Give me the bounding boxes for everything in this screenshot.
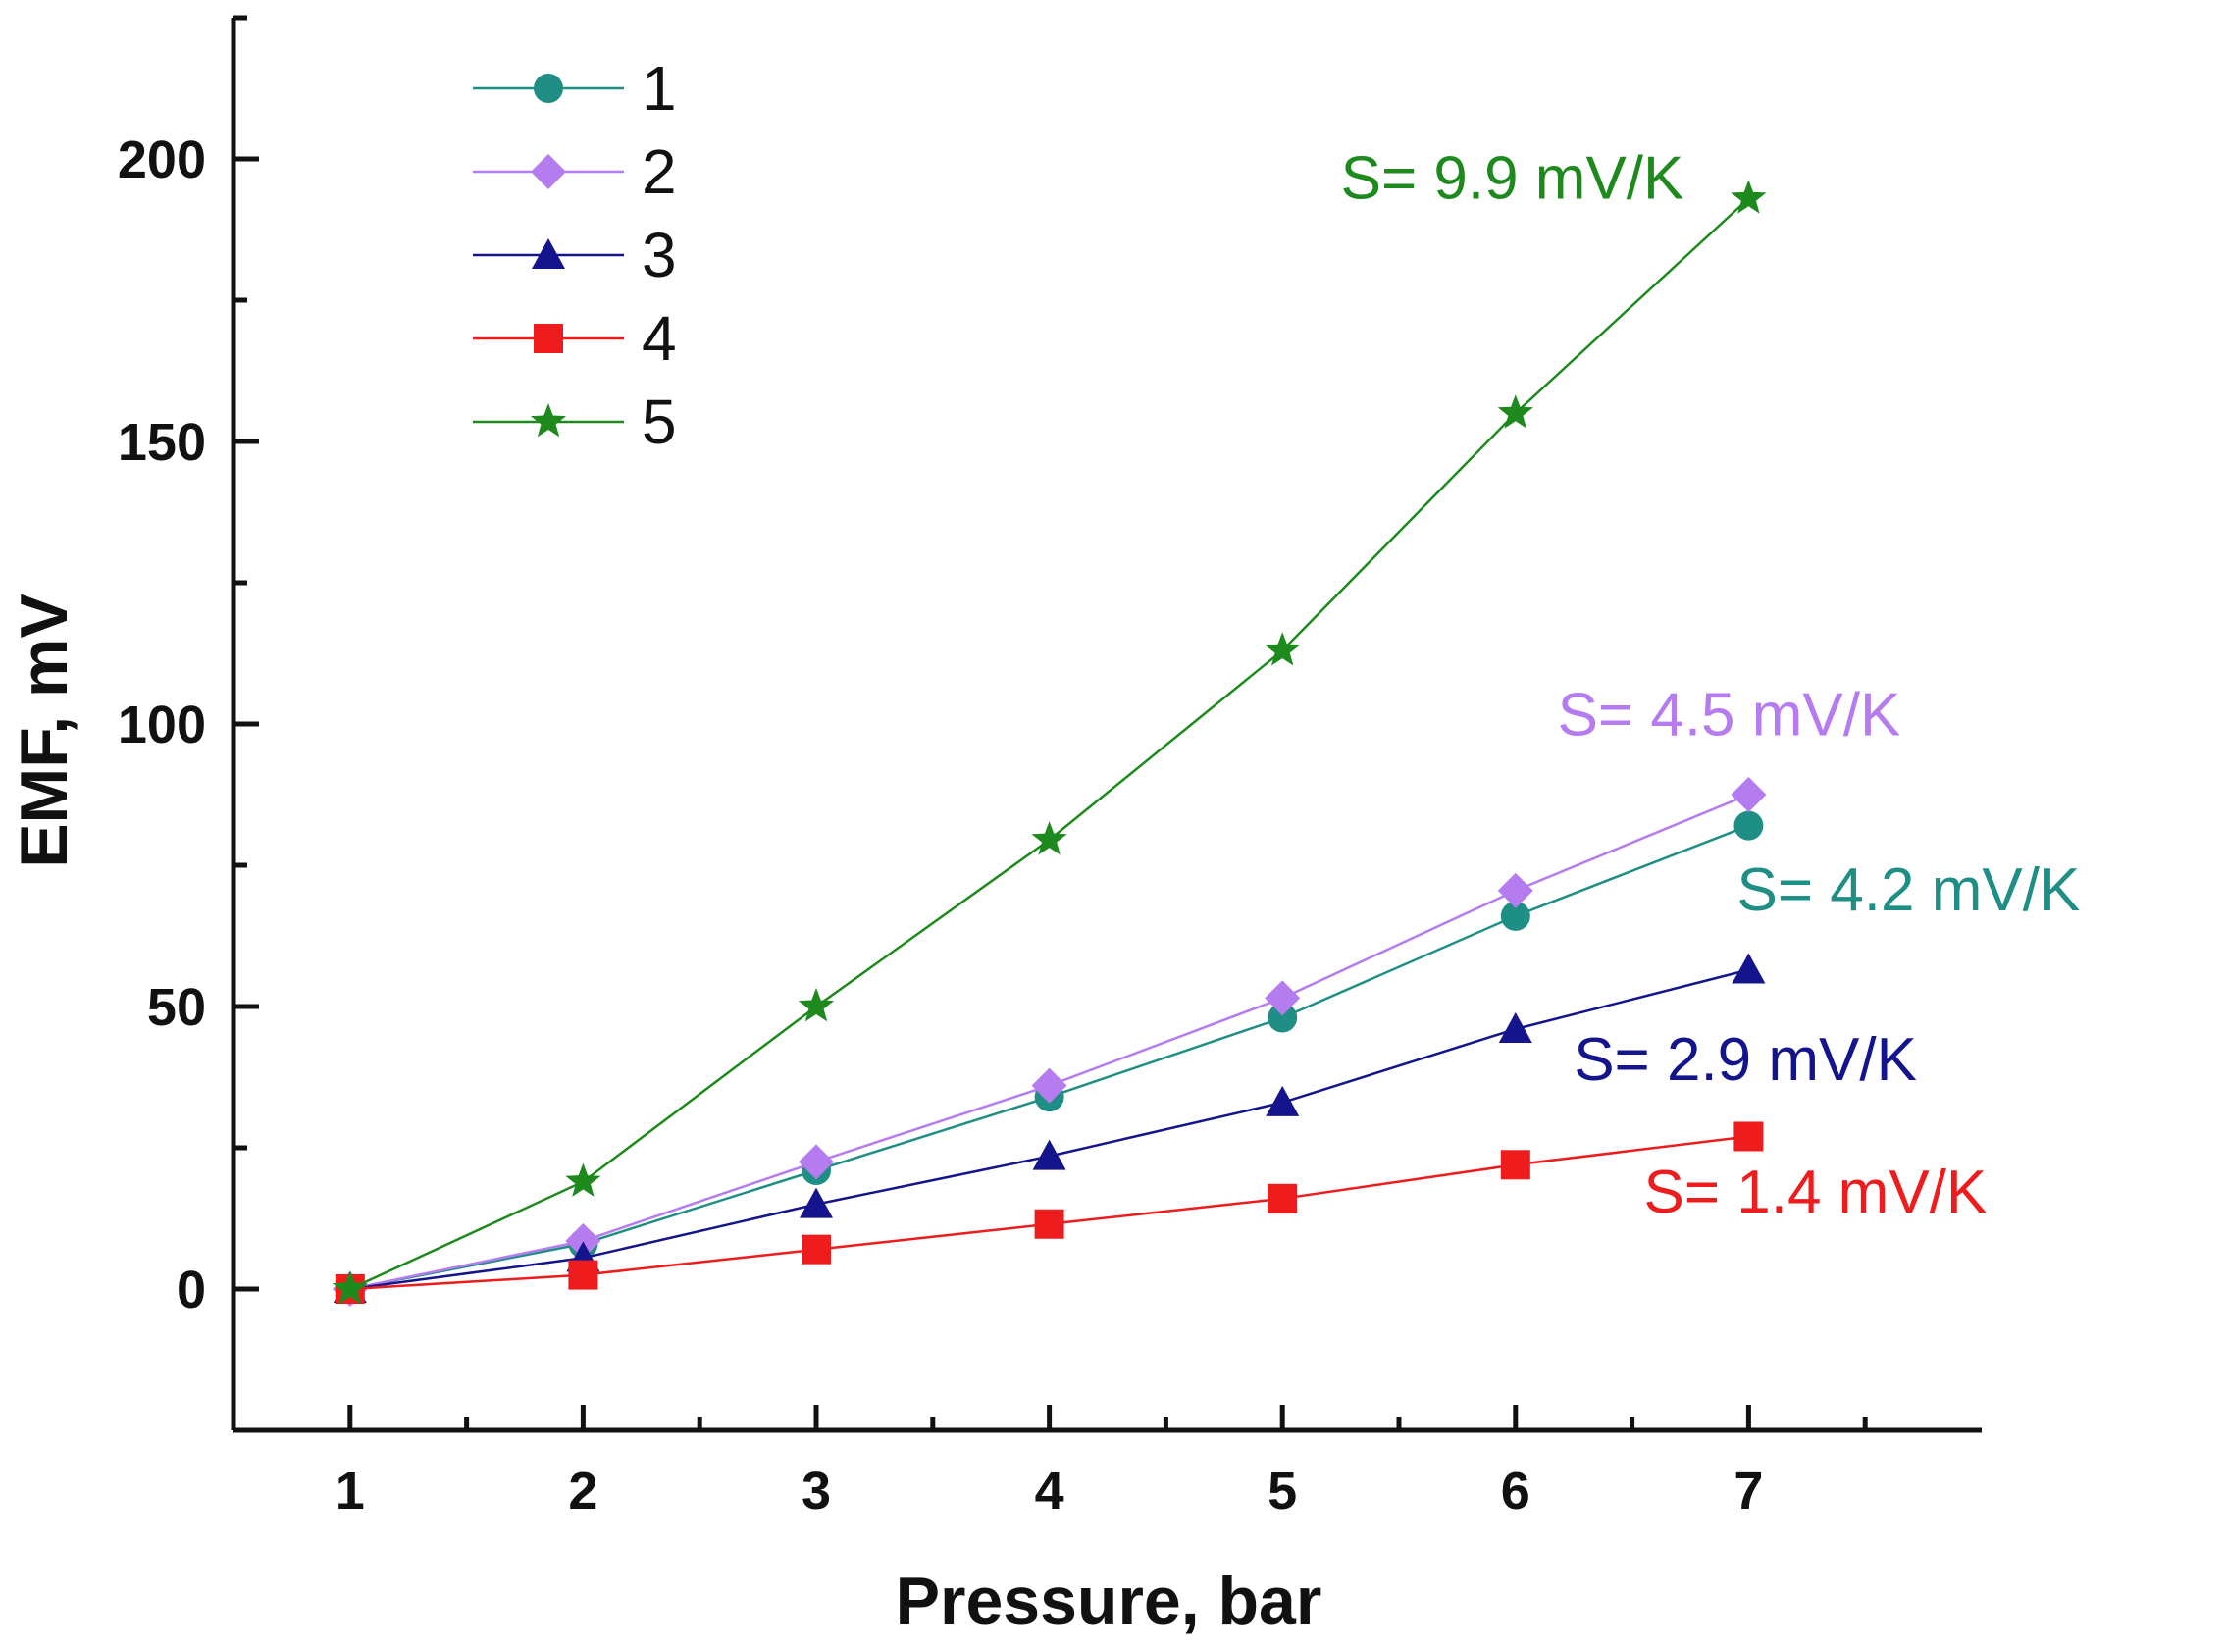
legend-item-5: 5 bbox=[473, 387, 677, 457]
series-4-point bbox=[1733, 1121, 1764, 1152]
legend-marker bbox=[534, 74, 563, 103]
x-tick-label: 6 bbox=[1501, 1462, 1530, 1521]
x-tick-label: 3 bbox=[802, 1462, 831, 1521]
series-2-point bbox=[1731, 777, 1767, 812]
series-1-point bbox=[1268, 1003, 1298, 1033]
legend-label: 4 bbox=[642, 303, 677, 374]
series-5-point bbox=[332, 1270, 368, 1305]
series-5-point bbox=[798, 988, 835, 1022]
legend: 1 2 3 4 5 bbox=[473, 53, 677, 457]
legend-item-1: 1 bbox=[473, 53, 677, 124]
x-tick-label: 1 bbox=[336, 1462, 365, 1521]
slope-annotations: S= 9.9 mV/K S= 4.5 mV/K S= 4.2 mV/K S= 2.9 … bbox=[1341, 144, 2081, 1226]
series-4-point bbox=[1500, 1150, 1530, 1180]
legend-marker bbox=[531, 154, 566, 189]
series-2-point bbox=[799, 1144, 834, 1180]
x-tick-label: 2 bbox=[568, 1462, 597, 1521]
series-4-point bbox=[568, 1260, 598, 1290]
series-4-point bbox=[802, 1234, 831, 1265]
series-layer bbox=[332, 180, 1767, 1307]
y-tick-label: 0 bbox=[177, 1261, 206, 1319]
series-5-point bbox=[1731, 180, 1767, 214]
slope-annotation: S= 9.9 mV/K bbox=[1341, 144, 1684, 212]
slope-annotation: S= 1.4 mV/K bbox=[1643, 1159, 1987, 1226]
series-5-point bbox=[1497, 394, 1533, 429]
legend-label: 3 bbox=[642, 220, 677, 290]
y-axis-title: EMF, mV bbox=[7, 594, 81, 868]
x-tick-label: 4 bbox=[1035, 1462, 1064, 1521]
legend-label: 1 bbox=[642, 53, 677, 124]
series-2-point bbox=[1497, 872, 1533, 908]
slope-annotation: S= 2.9 mV/K bbox=[1574, 1026, 1917, 1094]
y-tick-label: 100 bbox=[118, 696, 206, 754]
x-tick-label: 5 bbox=[1268, 1462, 1297, 1521]
legend-item-2: 2 bbox=[473, 136, 677, 207]
series-4-point bbox=[1268, 1183, 1298, 1213]
slope-annotation: S= 4.5 mV/K bbox=[1558, 682, 1901, 749]
series-3-point bbox=[800, 1187, 833, 1218]
legend-item-3: 3 bbox=[473, 220, 677, 290]
legend-label: 2 bbox=[642, 136, 677, 207]
series-1-point bbox=[1500, 901, 1530, 931]
series-3-point bbox=[1032, 1139, 1066, 1170]
series-2-point bbox=[1265, 980, 1301, 1016]
axes: 1 2 3 4 5 6 7 0 50 100 150 200 bbox=[118, 15, 1982, 1521]
series-5-point bbox=[1265, 632, 1301, 666]
legend-marker bbox=[532, 238, 565, 269]
series-1-point bbox=[1733, 810, 1764, 841]
series-3-point bbox=[1498, 1012, 1532, 1044]
series-5-point bbox=[1031, 821, 1067, 855]
legend-item-4: 4 bbox=[473, 303, 677, 374]
series-5-point bbox=[565, 1162, 601, 1197]
series-3-point bbox=[1732, 953, 1766, 984]
legend-marker bbox=[534, 324, 563, 353]
series-5-line bbox=[349, 197, 1750, 1291]
legend-marker bbox=[530, 403, 567, 438]
series-4-point bbox=[1034, 1209, 1064, 1239]
x-tick-label: 7 bbox=[1733, 1462, 1763, 1521]
series-2-point bbox=[1031, 1067, 1067, 1104]
series-5 bbox=[332, 180, 1767, 1305]
y-tick-label: 200 bbox=[118, 130, 206, 189]
slope-annotation: S= 4.2 mV/K bbox=[1737, 856, 2081, 924]
series-3-line bbox=[349, 968, 1749, 1291]
x-axis-title: Pressure, bar bbox=[896, 1564, 1322, 1638]
y-tick-label: 150 bbox=[118, 413, 206, 472]
legend-label: 5 bbox=[642, 387, 677, 457]
y-tick-label: 50 bbox=[147, 978, 206, 1037]
series-2-point bbox=[565, 1223, 601, 1260]
series-3-point bbox=[1266, 1085, 1300, 1116]
series-2 bbox=[332, 777, 1767, 1307]
